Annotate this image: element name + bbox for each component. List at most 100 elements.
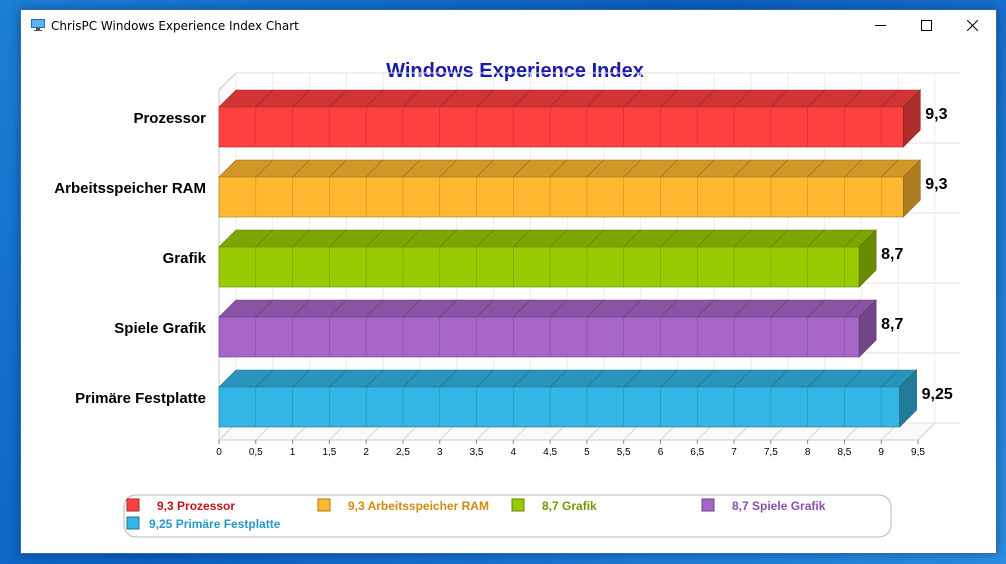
value-label: 9,3 (925, 176, 947, 193)
bar-segment-line (697, 159, 715, 178)
value-label: 8,7 (881, 246, 903, 263)
bar-segment-line (255, 369, 274, 388)
bar-segment-line (513, 299, 531, 318)
bar-segment-line (365, 89, 384, 108)
x-tick-label: 2 (363, 447, 369, 458)
bar-segment-line (255, 229, 274, 248)
bar-segment-line (292, 89, 310, 108)
bar-front-face (218, 316, 860, 358)
bar-segment-line (365, 299, 384, 318)
maximize-icon (921, 20, 932, 31)
bar-segment-line (439, 159, 457, 178)
bar-segment-line (329, 89, 347, 108)
x-tick-label: 4,5 (543, 447, 557, 458)
bar-segment-line (402, 299, 421, 318)
bar-segment-line (880, 159, 899, 178)
value-label: 8,7 (881, 316, 903, 333)
bar-segment-line (549, 89, 568, 108)
bar-segment-line (255, 159, 274, 178)
x-axis-ticks: 0 0,5 1 1,5 2 2,5 3 3,5 4 4,5 5 5,5 6 6,5 7 7,5 8 8,5 9 9,5 (216, 440, 925, 458)
category-label: Spiele Grafik (114, 320, 206, 337)
chart: Windows Experience Index 9,3 9,3 8,7 8,7 9,2… (54, 60, 960, 538)
bars: 9,3 9,3 8,7 8,7 9,25 (218, 89, 953, 428)
bar-front-face (218, 386, 900, 428)
bar-segment-line (365, 159, 384, 178)
window-title: ChrisPC Windows Experience Index Chart (51, 19, 299, 33)
category-labels: Prozessor Arbeitsspeicher RAM Grafik Spiele… (54, 110, 206, 407)
bar-segment-line (623, 369, 641, 388)
bar-segment-line (770, 229, 789, 248)
bar-segment-line (697, 299, 715, 318)
bar-segment-line (476, 369, 494, 388)
bar-segment-line (844, 89, 862, 108)
bar-segment-line (660, 369, 678, 388)
legend-box (123, 494, 892, 538)
value-label: 9,25 (922, 386, 953, 403)
bar-segment-line (770, 159, 789, 178)
x-tick-label: 6,5 (690, 447, 704, 458)
legend-swatch (126, 516, 140, 530)
bar-segment-line (439, 299, 457, 318)
bar-segment-line (292, 159, 310, 178)
bar-segment-line (549, 299, 568, 318)
bar-segment-line (476, 299, 494, 318)
bar-segment-line (549, 229, 568, 248)
bar-front-face (218, 176, 904, 218)
x-tick-label: 3 (437, 447, 443, 458)
x-tick-label: 9 (878, 447, 884, 458)
minimize-icon (875, 25, 886, 26)
bar-segment-line (402, 89, 421, 108)
bar-segment-line (660, 229, 678, 248)
bar-segment-line (623, 229, 641, 248)
x-tick-label: 7,5 (764, 447, 778, 458)
bar-end-face (902, 159, 921, 218)
bar-segment-line (292, 299, 310, 318)
bar-segment-line (880, 89, 899, 108)
bar-segment-line (733, 159, 752, 178)
bar-segment-line (660, 89, 678, 108)
legend: 9,3 Prozessor 9,3 Arbeitsspeicher RAM 8,7 … (123, 494, 892, 538)
bar-segment-line (439, 89, 457, 108)
legend-entry: 9,3 Arbeitsspeicher RAM (348, 499, 489, 513)
bar-segment-line (365, 229, 384, 248)
bar-segment-line (770, 369, 789, 388)
value-label: 9,3 (925, 106, 947, 123)
bar-top-face (218, 369, 918, 388)
x-tick-label: 1,5 (322, 447, 336, 458)
bar-segment-line (513, 159, 531, 178)
bar-segment-line (623, 89, 641, 108)
bar-front-face (218, 246, 860, 288)
maximize-button[interactable] (904, 10, 950, 41)
bar-segment-line (439, 229, 457, 248)
bar-segment-line (844, 369, 862, 388)
floor-grid-line (917, 422, 936, 441)
legend-swatch (317, 498, 331, 512)
bar-segment-line (402, 369, 421, 388)
close-icon (967, 20, 978, 31)
bar-0: 9,3 (218, 89, 948, 148)
bar-segment-line (329, 369, 347, 388)
close-button[interactable] (950, 10, 996, 41)
bar-segment-line (513, 89, 531, 108)
bar-segment-line (329, 299, 347, 318)
bar-segment-line (807, 89, 825, 108)
bar-segment-line (844, 229, 862, 248)
bar-4: 9,25 (218, 369, 953, 428)
bar-top-face (218, 159, 922, 178)
bar-segment-line (697, 229, 715, 248)
legend-entry: 9,25 Primäre Festplatte (149, 517, 281, 531)
legend-entry: 9,3 Prozessor (157, 499, 235, 513)
bar-top-face (218, 229, 877, 248)
minimize-button[interactable] (858, 10, 904, 41)
bar-segment-line (807, 369, 825, 388)
bar-segment-line (733, 229, 752, 248)
bar-segment-line (476, 159, 494, 178)
bar-top-face (218, 299, 877, 318)
app-icon (31, 19, 45, 31)
x-tick-label: 7 (731, 447, 737, 458)
bar-segment-line (770, 89, 789, 108)
bar-segment-line (807, 299, 825, 318)
title-bar[interactable]: ChrisPC Windows Experience Index Chart (21, 10, 996, 41)
bar-segment-line (365, 369, 384, 388)
x-tick-label: 5,5 (617, 447, 631, 458)
